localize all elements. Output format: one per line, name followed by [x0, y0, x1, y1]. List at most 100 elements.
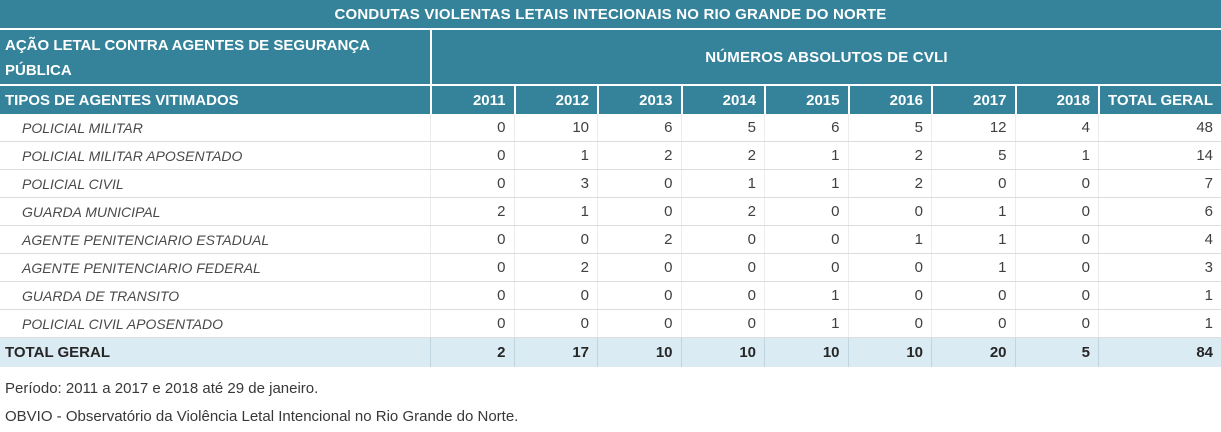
row-total: 14 [1098, 142, 1221, 169]
cell-value: 0 [847, 282, 932, 309]
cell-value: 5 [847, 114, 932, 141]
row-label: GUARDA MUNICIPAL [22, 203, 161, 220]
table-row-policial-militar: POLICIAL MILITAR 0 10 6 5 6 5 12 4 48 [0, 114, 1221, 142]
cell-value: 0 [1014, 170, 1099, 197]
cell-value: 0 [430, 170, 514, 197]
cell-value: 0 [931, 310, 1015, 337]
cell-value: 0 [430, 142, 514, 169]
cell-value: 0 [1014, 310, 1099, 337]
cell-value: 0 [1014, 254, 1099, 281]
row-total: 6 [1098, 198, 1221, 225]
table-row-policial-civil-aposentado: POLICIAL CIVIL APOSENTADO 0 0 0 0 1 0 0 … [0, 310, 1221, 338]
column-header-total-geral: TOTAL GERAL [1098, 86, 1221, 114]
row-label: POLICIAL CIVIL [22, 175, 124, 192]
cell-value: 0 [1014, 226, 1099, 253]
cell-value: 1 [764, 310, 848, 337]
cell-value: 2 [597, 142, 681, 169]
cell-value: 0 [430, 226, 514, 253]
cell-value: 1 [513, 142, 598, 169]
cell-value: 10 [513, 114, 598, 141]
cell-value: 0 [764, 198, 848, 225]
total-cell-value: 20 [931, 338, 1015, 367]
cell-value: 2 [847, 170, 932, 197]
cell-value: 0 [1014, 282, 1099, 309]
total-cell-value: 10 [597, 338, 681, 367]
cell-value: 2 [847, 142, 932, 169]
cell-value: 0 [680, 310, 765, 337]
cell-value: 0 [680, 254, 765, 281]
cell-value: 2 [680, 198, 765, 225]
cell-value: 1 [931, 254, 1015, 281]
cell-value: 2 [680, 142, 765, 169]
cell-value: 5 [680, 114, 765, 141]
column-header-2018: 2018 [1014, 86, 1098, 114]
cell-value: 1 [931, 226, 1015, 253]
table-row-agente-penitenciario-federal: AGENTE PENITENCIARIO FEDERAL 0 2 0 0 0 0… [0, 254, 1221, 282]
cell-value: 0 [513, 226, 598, 253]
cell-value: 0 [430, 114, 514, 141]
cell-value: 3 [513, 170, 598, 197]
cell-value: 0 [597, 170, 681, 197]
cell-value: 1 [680, 170, 765, 197]
footnote-source: OBVIO - Observatório da Violência Letal … [5, 408, 519, 425]
footnote-period: Período: 2011 a 2017 e 2018 até 29 de ja… [5, 380, 319, 397]
cell-value: 2 [430, 198, 514, 225]
total-cell-value: 10 [847, 338, 932, 367]
row-label: AGENTE PENITENCIARIO FEDERAL [22, 259, 261, 276]
row-label: POLICIAL MILITAR [22, 119, 143, 136]
row-total: 1 [1098, 310, 1221, 337]
cell-value: 0 [597, 282, 681, 309]
subheader-left-cell: AÇÃO LETAL CONTRA AGENTES DE SEGURANÇA P… [0, 30, 430, 84]
cell-value: 0 [680, 226, 765, 253]
row-label: AGENTE PENITENCIARIO ESTADUAL [22, 231, 270, 248]
cell-value: 1 [513, 198, 598, 225]
subheader-left-label: AÇÃO LETAL CONTRA AGENTES DE SEGURANÇA P… [5, 37, 370, 79]
row-label: GUARDA DE TRANSITO [22, 287, 180, 304]
column-header-2015: 2015 [764, 86, 848, 114]
table-row-total-geral: TOTAL GERAL 2 17 10 10 10 10 20 5 84 [0, 338, 1221, 367]
cell-value: 12 [931, 114, 1015, 141]
cell-value: 0 [847, 254, 932, 281]
total-cell-value: 10 [764, 338, 848, 367]
table-subheader: AÇÃO LETAL CONTRA AGENTES DE SEGURANÇA P… [0, 30, 1221, 84]
table-footnotes: Período: 2011 a 2017 e 2018 até 29 de ja… [0, 367, 1221, 431]
column-header-row: TIPOS DE AGENTES VITIMADOS 2011 2012 201… [0, 86, 1221, 114]
total-cell-value: 10 [680, 338, 765, 367]
cell-value: 0 [597, 310, 681, 337]
cell-value: 1 [764, 142, 848, 169]
column-header-2011: 2011 [430, 86, 514, 114]
column-header-2012: 2012 [513, 86, 597, 114]
grand-total-value: 84 [1098, 338, 1221, 367]
row-label: POLICIAL CIVIL APOSENTADO [22, 315, 223, 332]
cell-value: 6 [597, 114, 681, 141]
cell-value: 0 [847, 198, 932, 225]
total-cell-value: 17 [513, 338, 598, 367]
cell-value: 6 [764, 114, 848, 141]
cell-value: 0 [513, 310, 598, 337]
cell-value: 5 [931, 142, 1015, 169]
total-cell-value: 2 [430, 338, 514, 367]
column-header-2014: 2014 [680, 86, 764, 114]
cell-value: 0 [430, 254, 514, 281]
table-title: CONDUTAS VIOLENTAS LETAIS INTECIONAIS NO… [0, 0, 1221, 28]
table-row-agente-penitenciario-estadual: AGENTE PENITENCIARIO ESTADUAL 0 0 2 0 0 … [0, 226, 1221, 254]
row-total: 3 [1098, 254, 1221, 281]
cell-value: 1 [931, 198, 1015, 225]
cell-value: 0 [597, 198, 681, 225]
cell-value: 0 [764, 254, 848, 281]
cell-value: 0 [764, 226, 848, 253]
row-total: 1 [1098, 282, 1221, 309]
row-label: POLICIAL MILITAR APOSENTADO [22, 147, 243, 164]
total-row-label: TOTAL GERAL [5, 344, 110, 361]
column-header-2013: 2013 [597, 86, 681, 114]
cell-value: 0 [597, 254, 681, 281]
cell-value: 2 [513, 254, 598, 281]
table-row-policial-civil: POLICIAL CIVIL 0 3 0 1 1 2 0 0 7 [0, 170, 1221, 198]
cell-value: 1 [1014, 142, 1099, 169]
column-header-tipos: TIPOS DE AGENTES VITIMADOS [0, 86, 430, 114]
subheader-right-label: NÚMEROS ABSOLUTOS DE CVLI [430, 30, 1221, 84]
table-row-guarda-de-transito: GUARDA DE TRANSITO 0 0 0 0 1 0 0 0 1 [0, 282, 1221, 310]
cell-value: 0 [931, 282, 1015, 309]
cell-value: 0 [1014, 198, 1099, 225]
